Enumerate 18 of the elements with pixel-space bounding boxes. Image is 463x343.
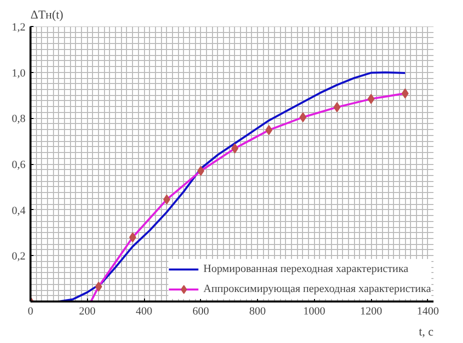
y-tick-label: 0,4 [12,204,26,217]
x-tick-label: 1400 [416,306,440,318]
y-tick-label: 1,0 [12,67,26,80]
x-tick-label: 200 [79,306,96,318]
x-axis-title: t, с [418,324,434,338]
x-tick-label: 400 [136,306,153,318]
x-tick-label: 1000 [303,306,326,318]
x-tick-label: 0 [28,306,34,318]
legend-label: Нормированная переходная характеристика [203,263,408,275]
y-tick-label: 1,2 [12,22,26,34]
legend-label: Аппроксимирующая переходная характеристика [203,283,431,295]
y-tick-label: 0,6 [12,159,26,171]
x-tick-label: 800 [249,306,266,318]
x-tick-label: 600 [192,306,210,318]
x-tick-label: 1200 [360,306,383,318]
y-tick-label: 0,8 [12,113,26,126]
y-axis-title: ΔTн(t) [30,8,64,22]
y-tick-label: 0,2 [12,250,26,263]
